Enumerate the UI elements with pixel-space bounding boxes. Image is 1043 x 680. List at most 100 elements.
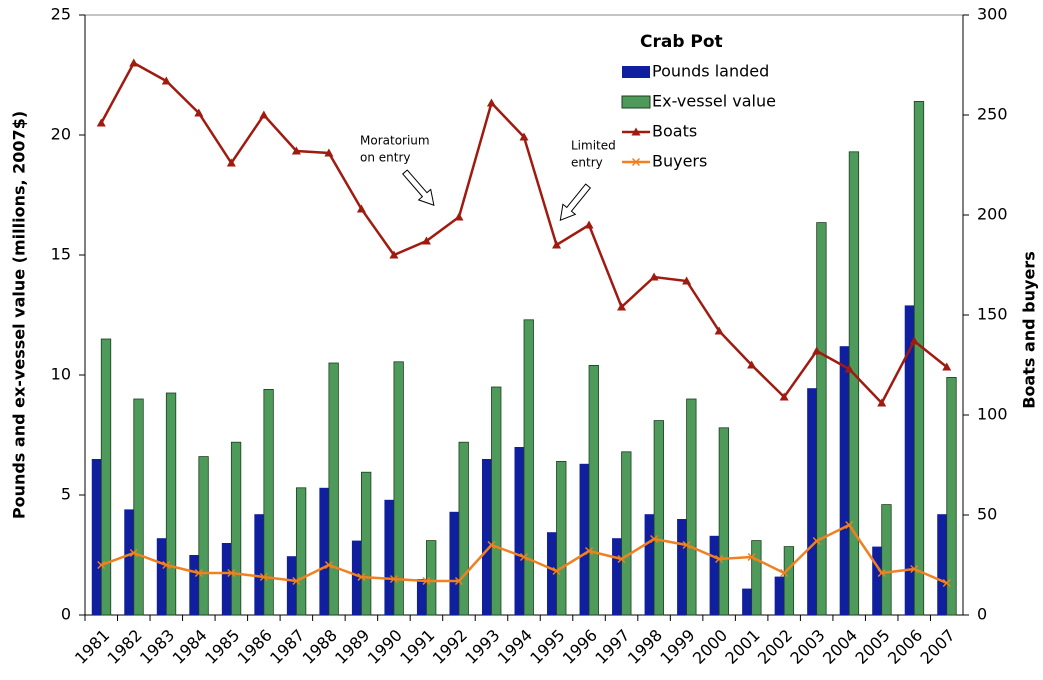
point — [194, 568, 203, 578]
point — [324, 560, 333, 570]
y-tick-label: 15 — [51, 245, 71, 264]
point — [552, 240, 562, 249]
y2-tick-label: 200 — [977, 205, 1008, 224]
bar — [904, 305, 915, 615]
bar — [100, 338, 112, 616]
bar — [295, 487, 307, 616]
point — [486, 98, 496, 107]
bar — [644, 514, 655, 615]
point — [291, 146, 301, 155]
point — [747, 552, 756, 562]
point — [96, 118, 106, 127]
point — [259, 110, 269, 119]
y2-axis-title: Boats and buyers — [1020, 251, 1039, 408]
point — [356, 204, 366, 213]
bar — [807, 388, 817, 615]
bar — [328, 362, 339, 616]
point — [585, 546, 594, 556]
bar — [426, 540, 437, 616]
point — [715, 554, 724, 564]
point — [844, 364, 854, 373]
point — [454, 576, 463, 586]
x-tick-label: 1982 — [104, 626, 146, 668]
annotation-arrow — [402, 169, 435, 206]
legend-label: Ex-vessel value — [652, 92, 776, 111]
x-tick-label: 2007 — [917, 626, 959, 668]
legend-label: Buyers — [652, 152, 707, 171]
point — [292, 576, 301, 586]
bar — [165, 392, 177, 616]
x-tick-label: 1997 — [591, 626, 633, 668]
x-tick-label: 1987 — [266, 626, 308, 668]
point — [324, 148, 334, 157]
point — [97, 560, 106, 570]
point — [780, 568, 789, 578]
point — [617, 554, 626, 564]
bar — [198, 456, 209, 616]
bar — [393, 361, 404, 616]
bar — [547, 532, 557, 615]
x-tick-label: 1989 — [331, 626, 373, 668]
annotation: Limited — [571, 139, 616, 153]
point — [357, 572, 366, 582]
bar — [491, 386, 502, 616]
legend-swatch — [622, 66, 650, 78]
bar — [709, 535, 720, 615]
point — [161, 76, 171, 85]
point — [910, 564, 919, 574]
bar — [481, 459, 492, 615]
bar — [718, 427, 730, 616]
x-tick-label: 1994 — [494, 626, 536, 668]
bar — [449, 511, 459, 615]
bar — [514, 447, 524, 615]
annotation: entry — [571, 156, 603, 170]
bar — [653, 420, 664, 616]
y-tick-label: 20 — [51, 125, 71, 144]
x-tick-label: 1988 — [299, 626, 341, 668]
point — [650, 534, 659, 544]
x-tick-label: 1991 — [396, 626, 438, 668]
point — [747, 360, 757, 369]
point — [714, 326, 724, 335]
bar — [872, 546, 882, 615]
point — [845, 520, 854, 530]
legend-label: Pounds landed — [652, 62, 769, 81]
point — [682, 276, 692, 285]
point — [226, 158, 236, 167]
x-tick-label: 2002 — [754, 626, 796, 668]
bar — [751, 540, 762, 616]
bar — [189, 555, 199, 615]
bar — [848, 151, 860, 616]
y2-tick-label: 300 — [977, 5, 1008, 24]
bar — [156, 538, 167, 615]
bar — [588, 364, 599, 616]
point — [519, 132, 529, 141]
annotation: on entry — [360, 151, 411, 165]
point — [129, 548, 138, 558]
bar — [783, 546, 795, 616]
bar — [91, 459, 102, 615]
point — [454, 212, 464, 221]
y2-tick-label: 50 — [977, 505, 997, 524]
point — [617, 302, 627, 311]
point — [129, 58, 139, 67]
bar — [579, 463, 590, 615]
bar — [221, 543, 232, 615]
bar — [816, 222, 827, 616]
point — [779, 392, 789, 401]
legend-swatch — [621, 95, 651, 109]
bar — [839, 346, 850, 615]
bar — [677, 519, 687, 615]
x-tick-label: 2000 — [689, 626, 731, 668]
point — [942, 362, 952, 371]
point — [519, 552, 529, 562]
legend-marker — [631, 157, 641, 167]
bar — [686, 398, 697, 616]
bar — [263, 388, 274, 616]
legend-marker — [631, 127, 641, 136]
x-tick-label: 2005 — [851, 626, 893, 668]
point — [649, 272, 659, 281]
point — [552, 566, 561, 576]
x-tick-label: 1990 — [364, 626, 406, 668]
point — [584, 220, 594, 229]
